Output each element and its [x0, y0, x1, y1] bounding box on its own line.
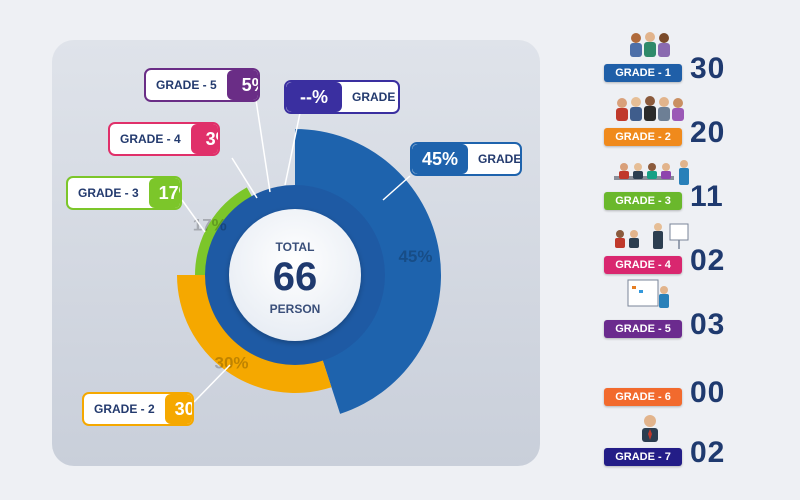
callout-grade-7: --% GRADE - 7	[284, 80, 400, 114]
grade-2-tag: GRADE - 2	[604, 128, 682, 146]
leader-line-2	[181, 199, 206, 233]
grade-row-2: GRADE - 2 20	[604, 94, 794, 149]
slice-grade-1	[295, 129, 441, 414]
center-title: TOTAL	[276, 240, 315, 254]
grade-5-tag: GRADE - 5	[604, 320, 682, 338]
whiteboard-presenter-icon	[627, 279, 669, 308]
meeting-people-icon	[614, 160, 689, 185]
grade-2-count: 20	[690, 116, 726, 149]
grade-row-3: GRADE - 3 11	[604, 158, 794, 213]
grade-row-4: GRADE - 4 02	[604, 222, 794, 277]
callout-grade-4: GRADE - 4 3%	[108, 122, 220, 156]
slice-inner-label-0: 45%	[398, 247, 432, 266]
grade-1-tag: GRADE - 1	[604, 64, 682, 82]
grade-4-tag: GRADE - 4	[604, 256, 682, 274]
callout-grade-2-label: GRADE - 2	[94, 402, 155, 416]
grade-row-1: GRADE - 1 30	[604, 30, 794, 85]
leader-line-5	[284, 112, 301, 186]
grade-1-count: 30	[690, 52, 726, 85]
slice-inner-label-2: 17%	[193, 216, 227, 235]
callout-grade-7-percent: --%	[286, 82, 342, 112]
grade-4-count: 02	[690, 244, 726, 277]
callout-grade-1-percent: 45%	[412, 144, 468, 174]
callout-grade-1: 45% GRADE - 1	[410, 142, 522, 176]
callout-grade-3-percent: 17%	[148, 178, 180, 208]
grade-3-count: 11	[690, 180, 724, 213]
team-people-icon	[616, 96, 684, 121]
presentation-people-icon	[615, 223, 689, 249]
grade-7-tag: GRADE - 7	[604, 448, 682, 466]
callout-grade-5-percent: 5%	[226, 70, 258, 100]
center-unit: PERSON	[270, 302, 321, 316]
grade-6-count: 00	[690, 376, 726, 409]
grade-row-7: GRADE - 7 02	[604, 414, 794, 469]
callout-grade-5: GRADE - 5 5%	[144, 68, 260, 102]
callout-grade-5-label: GRADE - 5	[156, 78, 217, 92]
leader-line-4	[255, 99, 271, 193]
businessman-icon	[642, 415, 658, 442]
grade-7-count: 02	[690, 436, 726, 469]
callout-grade-3: GRADE - 3 17%	[66, 176, 182, 210]
grade-row-6: GRADE - 6 00	[604, 354, 794, 409]
grade-row-5: GRADE - 5 03	[604, 279, 794, 341]
callout-grade-7-label: GRADE - 7	[352, 90, 398, 104]
callout-grade-1-label: GRADE - 1	[478, 152, 522, 166]
leader-line-1	[193, 364, 231, 403]
callout-grade-3-label: GRADE - 3	[78, 186, 139, 200]
leader-line-3	[231, 157, 258, 199]
leader-line-0	[382, 175, 411, 201]
center-disc	[229, 209, 361, 341]
grade-6-tag: GRADE - 6	[604, 388, 682, 406]
grade-legend: GRADE - 1 30 GRADE - 2 20 GRADE - 3 11	[604, 0, 800, 500]
group-people-icon	[630, 32, 670, 57]
grade-3-tag: GRADE - 3	[604, 192, 682, 210]
grade-5-count: 03	[690, 308, 726, 341]
slice-inner-label-1: 30%	[215, 353, 249, 372]
center-value: 66	[273, 255, 318, 299]
callout-grade-4-label: GRADE - 4	[120, 132, 181, 146]
callout-grade-2: GRADE - 2 30%	[82, 392, 194, 426]
callout-grade-4-percent: 3%	[190, 124, 218, 154]
callout-grade-2-percent: 30%	[164, 394, 192, 424]
